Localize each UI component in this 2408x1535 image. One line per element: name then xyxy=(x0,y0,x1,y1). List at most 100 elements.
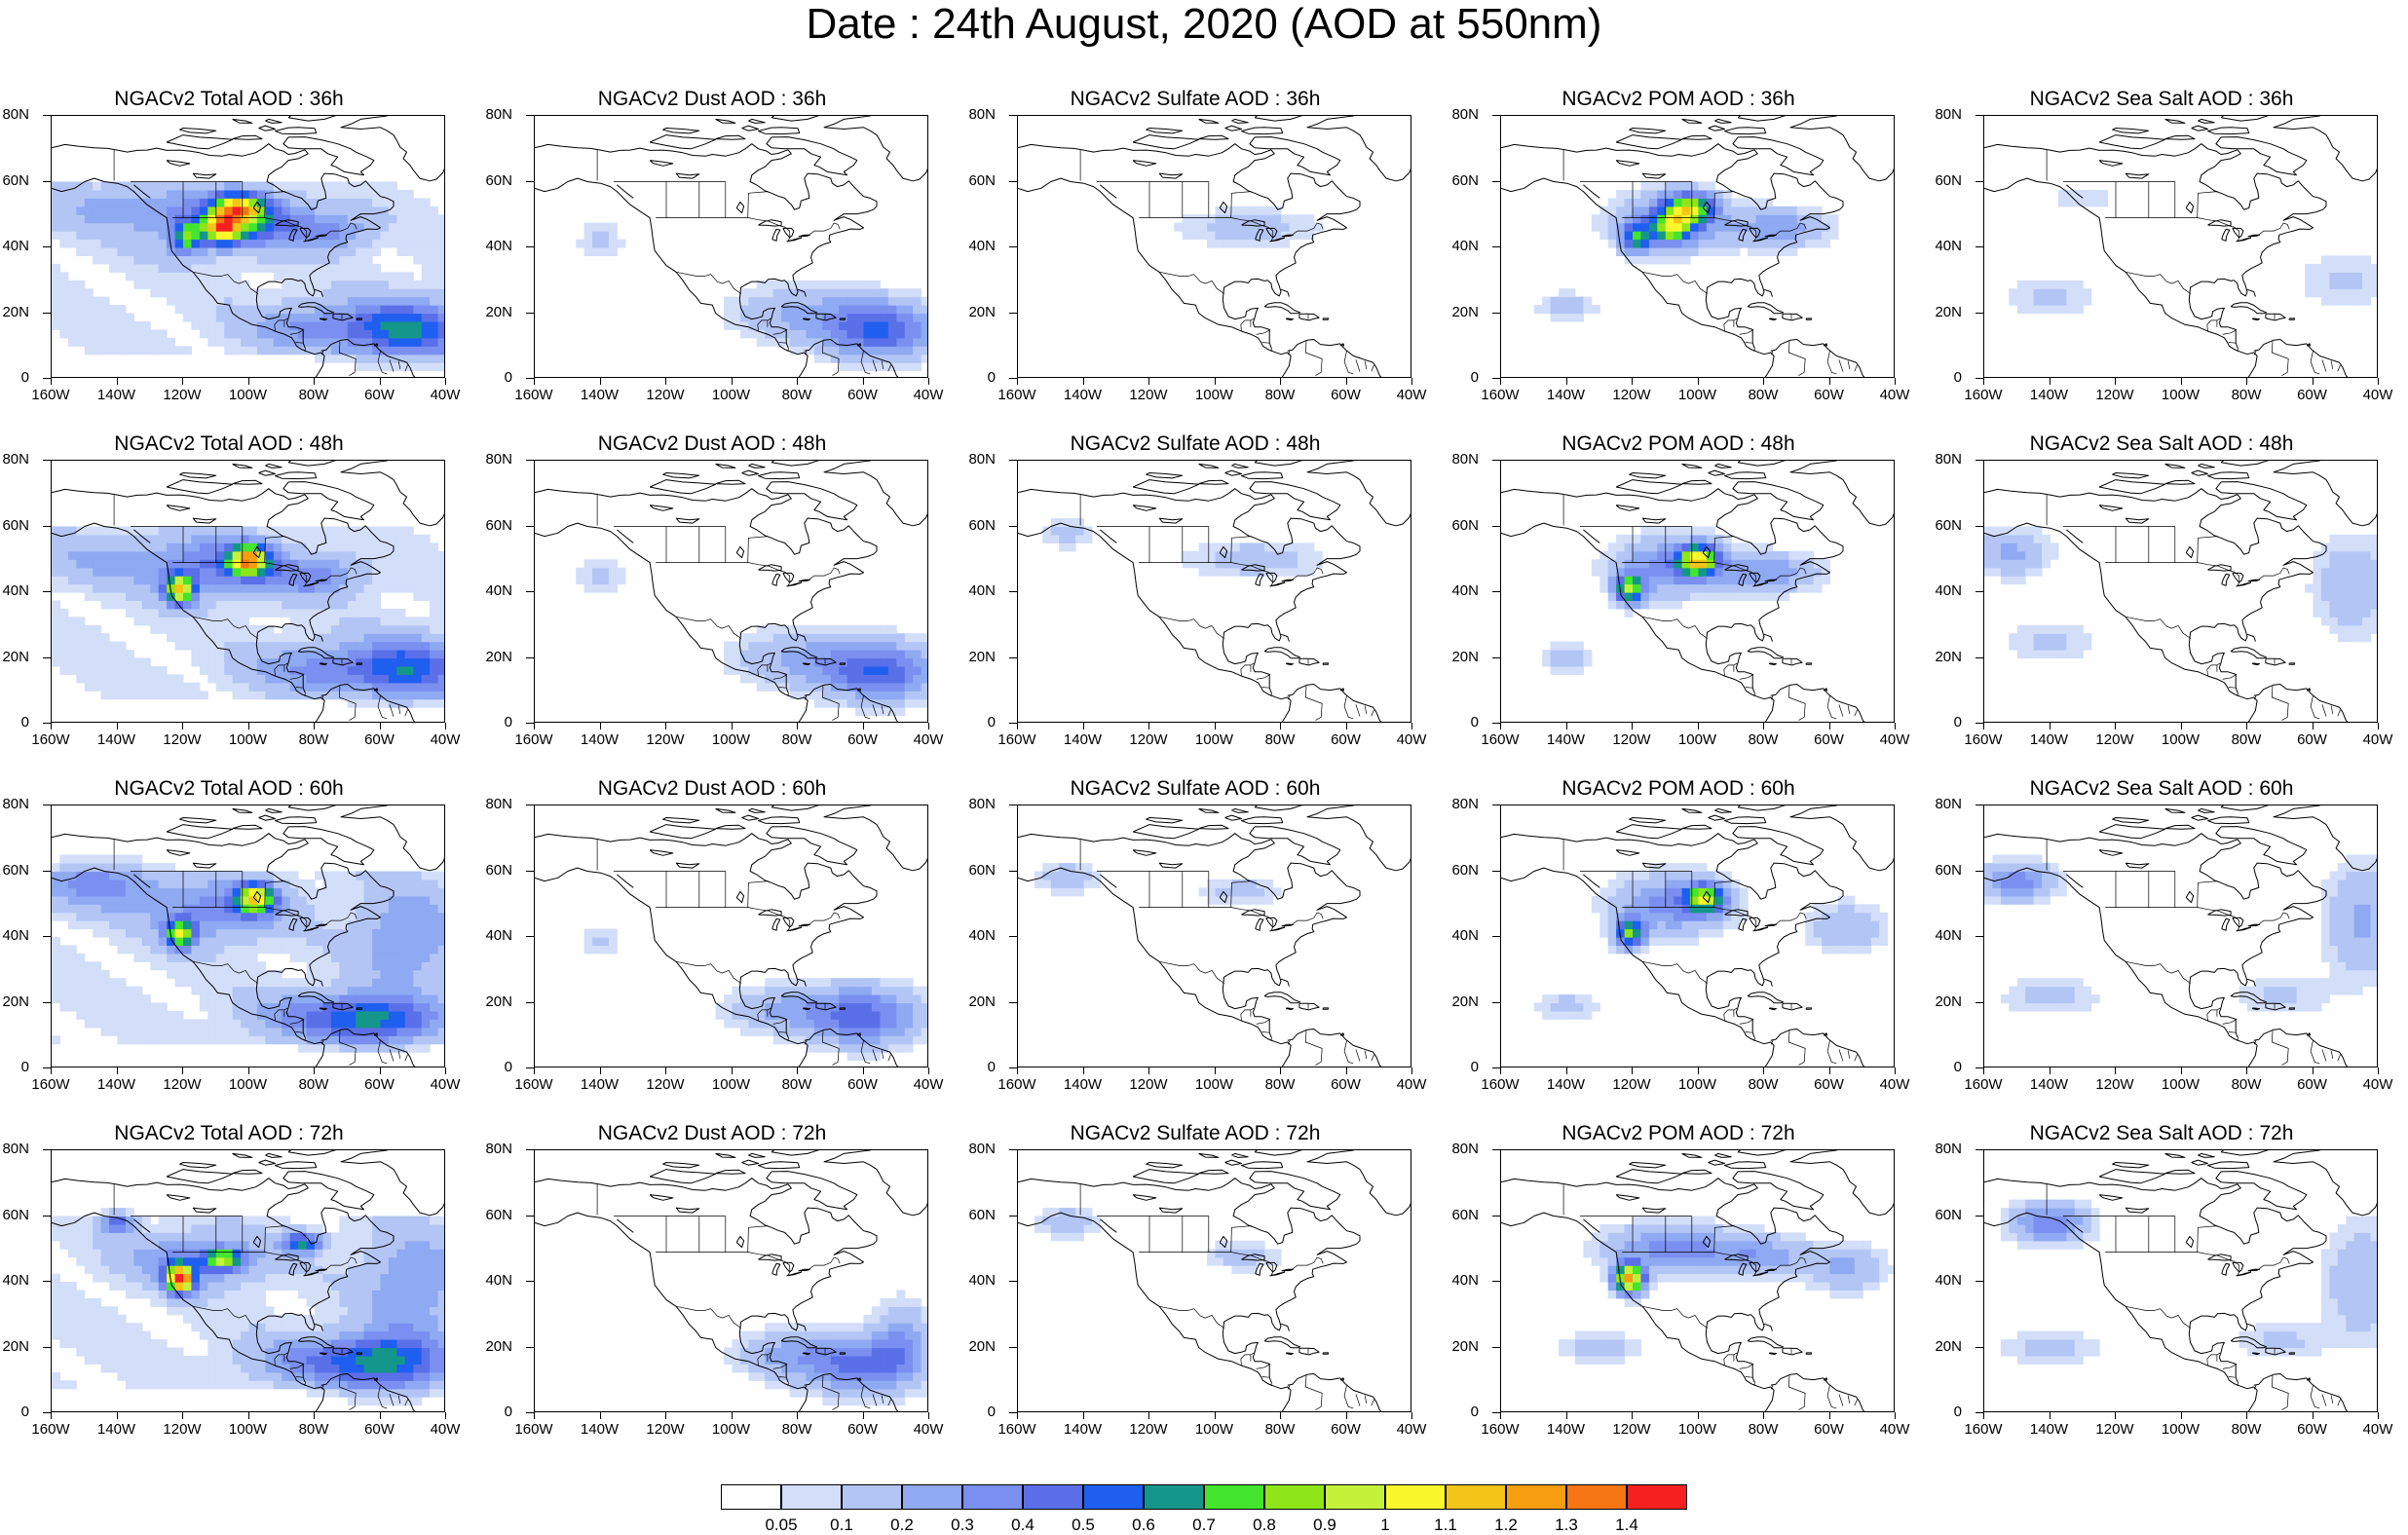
lat-tick-label: 80N xyxy=(0,1142,29,1157)
lat-tick-label: 60N xyxy=(1449,173,1479,189)
lon-tick xyxy=(1829,1067,1830,1074)
lon-tick xyxy=(1632,723,1633,730)
lon-tick-label: 80W xyxy=(2225,388,2268,403)
lon-tick-label: 80W xyxy=(775,1077,818,1093)
lon-tick-label: 40W xyxy=(424,732,467,748)
lon-tick xyxy=(2181,723,2182,730)
lat-tick xyxy=(1975,657,1983,658)
lon-tick xyxy=(2246,1067,2247,1074)
lon-tick-label: 120W xyxy=(1127,388,1170,403)
lon-tick xyxy=(1698,723,1699,730)
lon-tick-label: 40W xyxy=(907,388,950,403)
map-frame xyxy=(1983,1149,2378,1412)
lon-tick-label: 140W xyxy=(95,732,138,748)
panel-title: NGACv2 Total AOD : 60h xyxy=(0,777,458,801)
lon-tick-label: 40W xyxy=(2356,1077,2399,1093)
lon-tick-label: 160W xyxy=(29,1422,72,1438)
lat-tick-label: 60N xyxy=(966,173,996,189)
colorbar-label: 0.9 xyxy=(1300,1516,1349,1535)
lat-tick-label: 20N xyxy=(1449,650,1479,665)
aod-map xyxy=(535,805,928,1067)
lat-tick xyxy=(43,936,51,937)
lat-tick-label: 0 xyxy=(966,1060,996,1075)
lon-tick-label: 120W xyxy=(644,732,687,748)
lat-tick-label: 80N xyxy=(966,1142,996,1157)
map-frame xyxy=(1017,115,1411,378)
map-frame xyxy=(534,115,928,378)
lon-tick xyxy=(732,1067,733,1074)
lon-tick xyxy=(1500,723,1501,730)
lon-tick-label: 160W xyxy=(1479,732,1522,748)
lon-tick xyxy=(117,1067,118,1074)
lon-tick-label: 140W xyxy=(579,1077,621,1093)
lat-tick xyxy=(1009,115,1017,116)
lat-tick-label: 80N xyxy=(966,107,996,123)
lon-tick-label: 140W xyxy=(95,1077,138,1093)
lon-tick-label: 160W xyxy=(29,1077,72,1093)
lon-tick xyxy=(600,1067,601,1074)
lat-tick xyxy=(1975,115,1983,116)
lat-tick xyxy=(1492,378,1500,379)
panel-title: NGACv2 Dust AOD : 60h xyxy=(483,777,941,801)
lon-tick-label: 80W xyxy=(1259,1077,1301,1093)
aod-map xyxy=(52,461,445,723)
lat-tick-label: 80N xyxy=(483,797,512,812)
lat-tick-label: 80N xyxy=(0,452,29,468)
lon-tick-label: 160W xyxy=(996,732,1038,748)
map-frame xyxy=(1017,460,1411,723)
lon-tick xyxy=(1346,1067,1347,1074)
lon-tick-label: 40W xyxy=(1390,732,1433,748)
lat-tick xyxy=(526,1002,534,1003)
aod-map xyxy=(1018,116,1411,378)
lat-tick-label: 80N xyxy=(1933,797,1962,812)
lat-tick xyxy=(526,378,534,379)
lon-tick xyxy=(1280,1412,1281,1419)
map-frame xyxy=(534,460,928,723)
lat-tick-label: 40N xyxy=(966,928,996,944)
lat-tick-label: 80N xyxy=(1449,797,1479,812)
lat-tick xyxy=(1009,181,1017,182)
lat-tick xyxy=(1009,591,1017,592)
lon-tick xyxy=(1148,1067,1149,1074)
lon-tick xyxy=(1829,378,1830,385)
lon-tick-label: 160W xyxy=(996,1077,1038,1093)
lon-tick-label: 40W xyxy=(1390,1422,1433,1438)
lon-tick-label: 100W xyxy=(710,1422,753,1438)
lon-tick-label: 40W xyxy=(1873,1077,1916,1093)
panel-title: NGACv2 POM AOD : 36h xyxy=(1449,88,1907,111)
colorbar-label: 0.8 xyxy=(1240,1516,1289,1535)
lon-tick-label: 120W xyxy=(2093,388,2136,403)
lat-tick-label: 40N xyxy=(1449,583,1479,599)
lon-tick xyxy=(445,1067,446,1074)
aod-field xyxy=(52,182,445,372)
lat-tick xyxy=(1975,591,1983,592)
lat-tick-label: 40N xyxy=(483,1273,512,1289)
lon-tick xyxy=(1215,378,1216,385)
lat-tick-label: 20N xyxy=(1449,305,1479,320)
lon-tick-label: 100W xyxy=(2160,1422,2202,1438)
lat-tick xyxy=(526,1067,534,1068)
aod-map xyxy=(1018,805,1411,1067)
lat-tick xyxy=(1009,1281,1017,1282)
aod-map xyxy=(1501,1150,1895,1412)
lat-tick xyxy=(43,1149,51,1150)
lat-tick-label: 0 xyxy=(483,715,512,730)
lat-tick-label: 20N xyxy=(1449,994,1479,1010)
lon-tick-label: 80W xyxy=(1742,388,1785,403)
map-frame xyxy=(1500,1149,1895,1412)
aod-map xyxy=(1501,805,1895,1067)
lon-tick-label: 40W xyxy=(1873,1422,1916,1438)
lat-tick xyxy=(1009,1067,1017,1068)
lat-tick-label: 0 xyxy=(1449,1060,1479,1075)
panel-title: NGACv2 Sea Salt AOD : 36h xyxy=(1933,88,2390,111)
lon-tick-label: 60W xyxy=(842,1077,884,1093)
lat-tick xyxy=(1975,936,1983,937)
lon-tick-label: 120W xyxy=(2093,1077,2136,1093)
lat-tick-label: 40N xyxy=(0,928,29,944)
